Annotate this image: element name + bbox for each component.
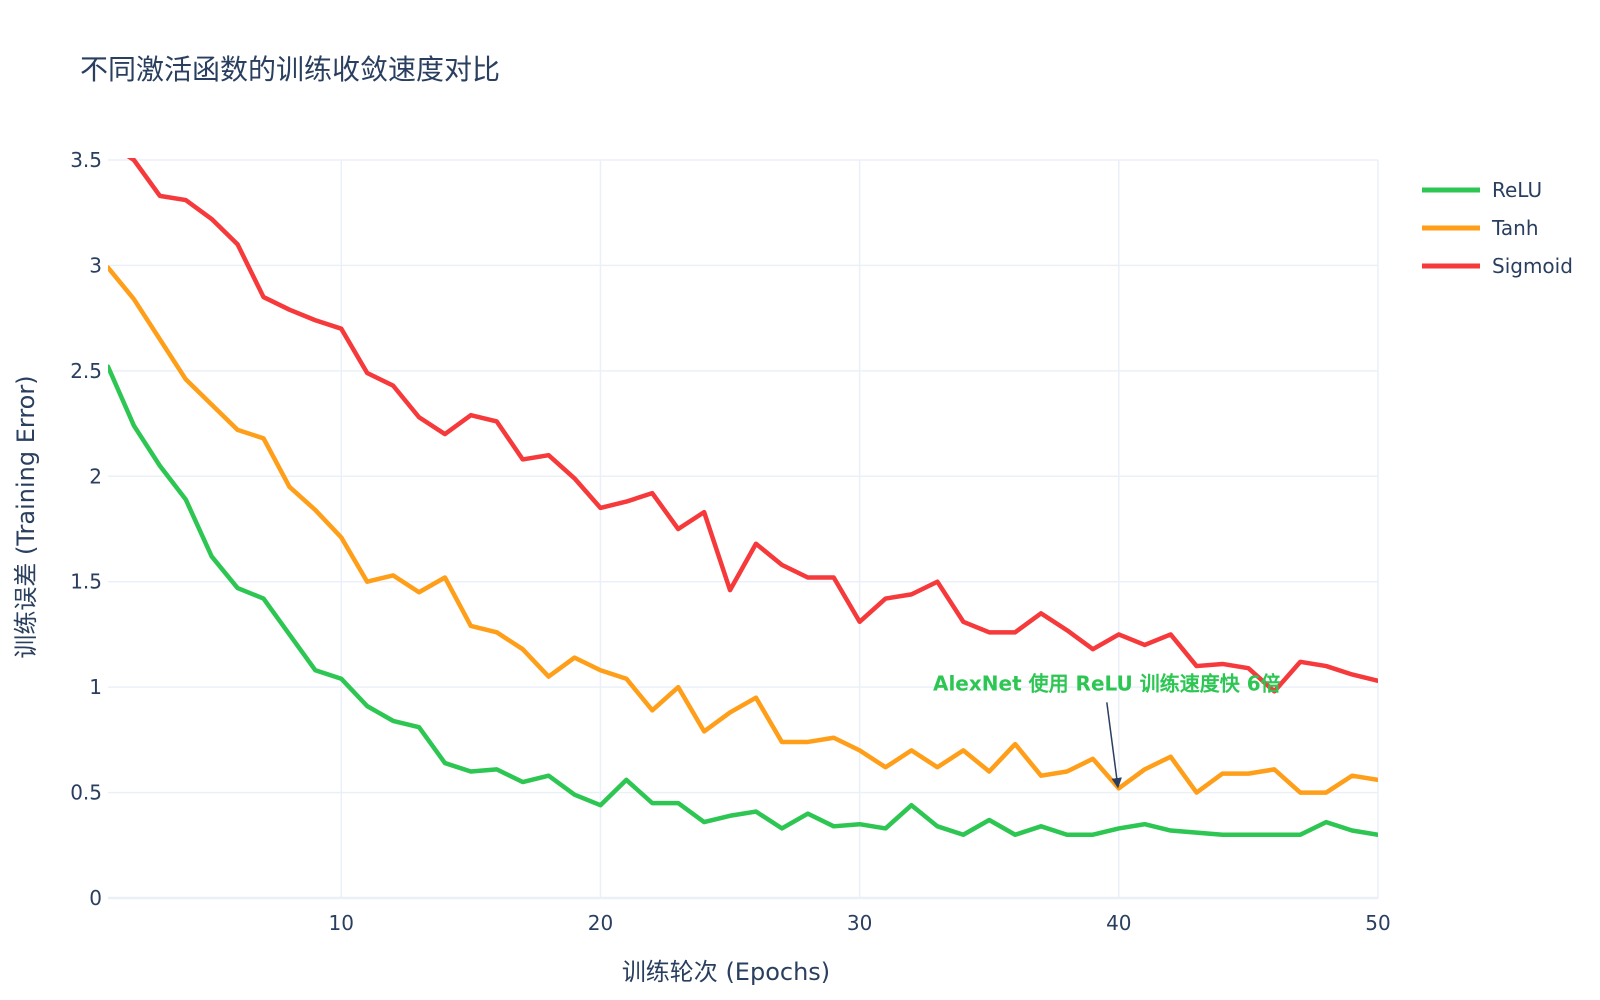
series-group [108, 158, 1378, 837]
annotation-arrow [1106, 702, 1122, 789]
x-tick-label: 20 [588, 911, 613, 935]
grid [108, 159, 1379, 900]
y-tick-label: 1.5 [70, 570, 102, 594]
y-tick-label: 2.5 [70, 359, 102, 383]
annotation-text: AlexNet 使用 ReLU 训练速度快 6倍 [933, 671, 1281, 695]
chart-title: 不同激活函数的训练收敛速度对比 [80, 53, 501, 86]
y-tick-label: 1 [89, 675, 102, 699]
series-line-sigmoid [126, 158, 1378, 694]
annotations: AlexNet 使用 ReLU 训练速度快 6倍 [933, 671, 1281, 789]
x-tick-label: 30 [847, 911, 872, 935]
x-axis-ticks: 10 20 30 40 50 [329, 911, 1391, 935]
legend-label: Sigmoid [1492, 254, 1573, 278]
legend[interactable]: ReLU Tanh Sigmoid [1422, 178, 1573, 278]
y-tick-label: 0 [89, 886, 102, 910]
x-tick-label: 50 [1365, 911, 1390, 935]
y-tick-label: 3.5 [70, 148, 102, 172]
y-tick-label: 2 [89, 464, 102, 488]
y-tick-label: 0.5 [70, 781, 102, 805]
legend-item-relu[interactable]: ReLU [1422, 178, 1542, 202]
y-axis-title: 训练误差 (Training Error) [12, 375, 40, 658]
series-line-relu [108, 364, 1378, 837]
legend-item-tanh[interactable]: Tanh [1422, 216, 1539, 240]
y-tick-label: 3 [89, 253, 102, 277]
legend-label: Tanh [1491, 216, 1539, 240]
series-line-tanh [108, 265, 1378, 795]
x-axis-title: 训练轮次 (Epochs) [622, 958, 830, 986]
legend-item-sigmoid[interactable]: Sigmoid [1422, 254, 1573, 278]
y-axis-ticks: 0 0.5 1 1.5 2 2.5 3 3.5 [70, 148, 102, 910]
x-tick-label: 40 [1106, 911, 1131, 935]
x-tick-label: 10 [329, 911, 354, 935]
legend-label: ReLU [1492, 178, 1542, 202]
